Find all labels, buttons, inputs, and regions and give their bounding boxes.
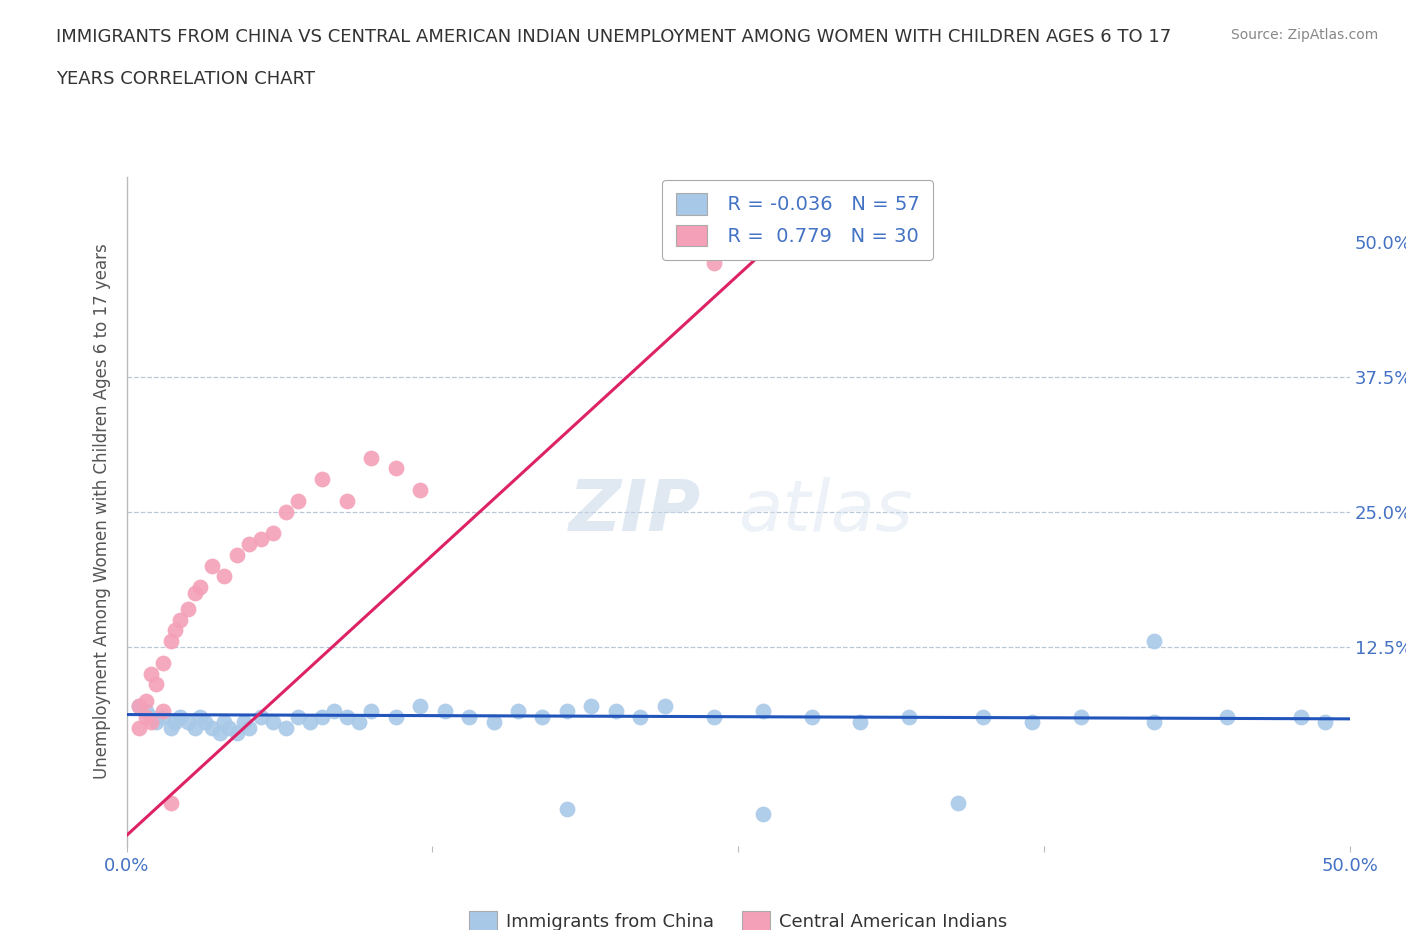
Point xyxy=(360,450,382,465)
Point xyxy=(898,710,921,724)
Point xyxy=(184,585,207,600)
Point xyxy=(188,710,211,724)
Legend: Immigrants from China, Central American Indians: Immigrants from China, Central American … xyxy=(460,902,1017,930)
Point xyxy=(287,493,309,508)
Point xyxy=(188,579,211,594)
Point xyxy=(218,720,240,735)
Point xyxy=(152,656,174,671)
Text: YEARS CORRELATION CHART: YEARS CORRELATION CHART xyxy=(56,70,315,87)
Point xyxy=(238,537,260,551)
Point xyxy=(384,461,406,476)
Point xyxy=(128,698,150,713)
Point xyxy=(177,714,200,729)
Point xyxy=(581,698,603,713)
Point xyxy=(323,704,346,719)
Point xyxy=(458,710,481,724)
Point xyxy=(152,710,174,724)
Point xyxy=(262,525,284,540)
Point xyxy=(238,720,260,735)
Point xyxy=(482,714,505,729)
Point xyxy=(628,710,651,724)
Point xyxy=(135,693,157,708)
Point xyxy=(555,704,578,719)
Point xyxy=(128,698,150,713)
Point xyxy=(531,710,554,724)
Point xyxy=(128,720,150,735)
Point xyxy=(139,666,162,681)
Point xyxy=(1070,710,1092,724)
Point xyxy=(654,698,676,713)
Point xyxy=(135,710,157,724)
Point xyxy=(751,704,773,719)
Point xyxy=(262,714,284,729)
Point xyxy=(139,710,162,724)
Point xyxy=(169,612,191,627)
Point xyxy=(409,483,432,498)
Point xyxy=(1143,633,1166,648)
Point xyxy=(165,623,187,638)
Point xyxy=(274,720,297,735)
Point xyxy=(135,704,157,719)
Text: Source: ZipAtlas.com: Source: ZipAtlas.com xyxy=(1230,28,1378,42)
Point xyxy=(605,704,627,719)
Point xyxy=(1021,714,1043,729)
Point xyxy=(250,710,273,724)
Point xyxy=(139,714,162,729)
Point xyxy=(347,714,370,729)
Point xyxy=(1315,714,1337,729)
Point xyxy=(948,796,970,811)
Point xyxy=(287,710,309,724)
Point xyxy=(274,504,297,519)
Point xyxy=(152,704,174,719)
Point xyxy=(1143,714,1166,729)
Point xyxy=(506,704,529,719)
Point xyxy=(159,633,181,648)
Point xyxy=(972,710,994,724)
Point xyxy=(165,714,187,729)
Point xyxy=(800,710,823,724)
Point xyxy=(159,720,181,735)
Point xyxy=(250,531,273,546)
Point xyxy=(433,704,456,719)
Point xyxy=(360,704,382,719)
Point xyxy=(225,725,247,740)
Text: ZIP: ZIP xyxy=(569,477,702,546)
Text: atlas: atlas xyxy=(738,477,912,546)
Point xyxy=(336,493,359,508)
Point xyxy=(311,472,333,486)
Text: IMMIGRANTS FROM CHINA VS CENTRAL AMERICAN INDIAN UNEMPLOYMENT AMONG WOMEN WITH C: IMMIGRANTS FROM CHINA VS CENTRAL AMERICA… xyxy=(56,28,1171,46)
Y-axis label: Unemployment Among Women with Children Ages 6 to 17 years: Unemployment Among Women with Children A… xyxy=(93,244,111,779)
Point xyxy=(145,677,167,692)
Point xyxy=(184,720,207,735)
Point xyxy=(208,725,231,740)
Point xyxy=(169,710,191,724)
Point xyxy=(194,714,217,729)
Point xyxy=(145,714,167,729)
Point xyxy=(336,710,359,724)
Point xyxy=(751,806,773,821)
Point xyxy=(177,602,200,617)
Point xyxy=(225,547,247,562)
Point xyxy=(201,720,224,735)
Point xyxy=(311,710,333,724)
Point xyxy=(703,710,725,724)
Point xyxy=(214,714,236,729)
Point xyxy=(159,796,181,811)
Point xyxy=(214,569,236,584)
Point xyxy=(201,558,224,573)
Point xyxy=(849,714,872,729)
Point xyxy=(1289,710,1312,724)
Point xyxy=(555,801,578,816)
Point xyxy=(233,714,256,729)
Point xyxy=(1216,710,1239,724)
Point xyxy=(299,714,322,729)
Point xyxy=(384,710,406,724)
Point xyxy=(409,698,432,713)
Point xyxy=(703,256,725,271)
